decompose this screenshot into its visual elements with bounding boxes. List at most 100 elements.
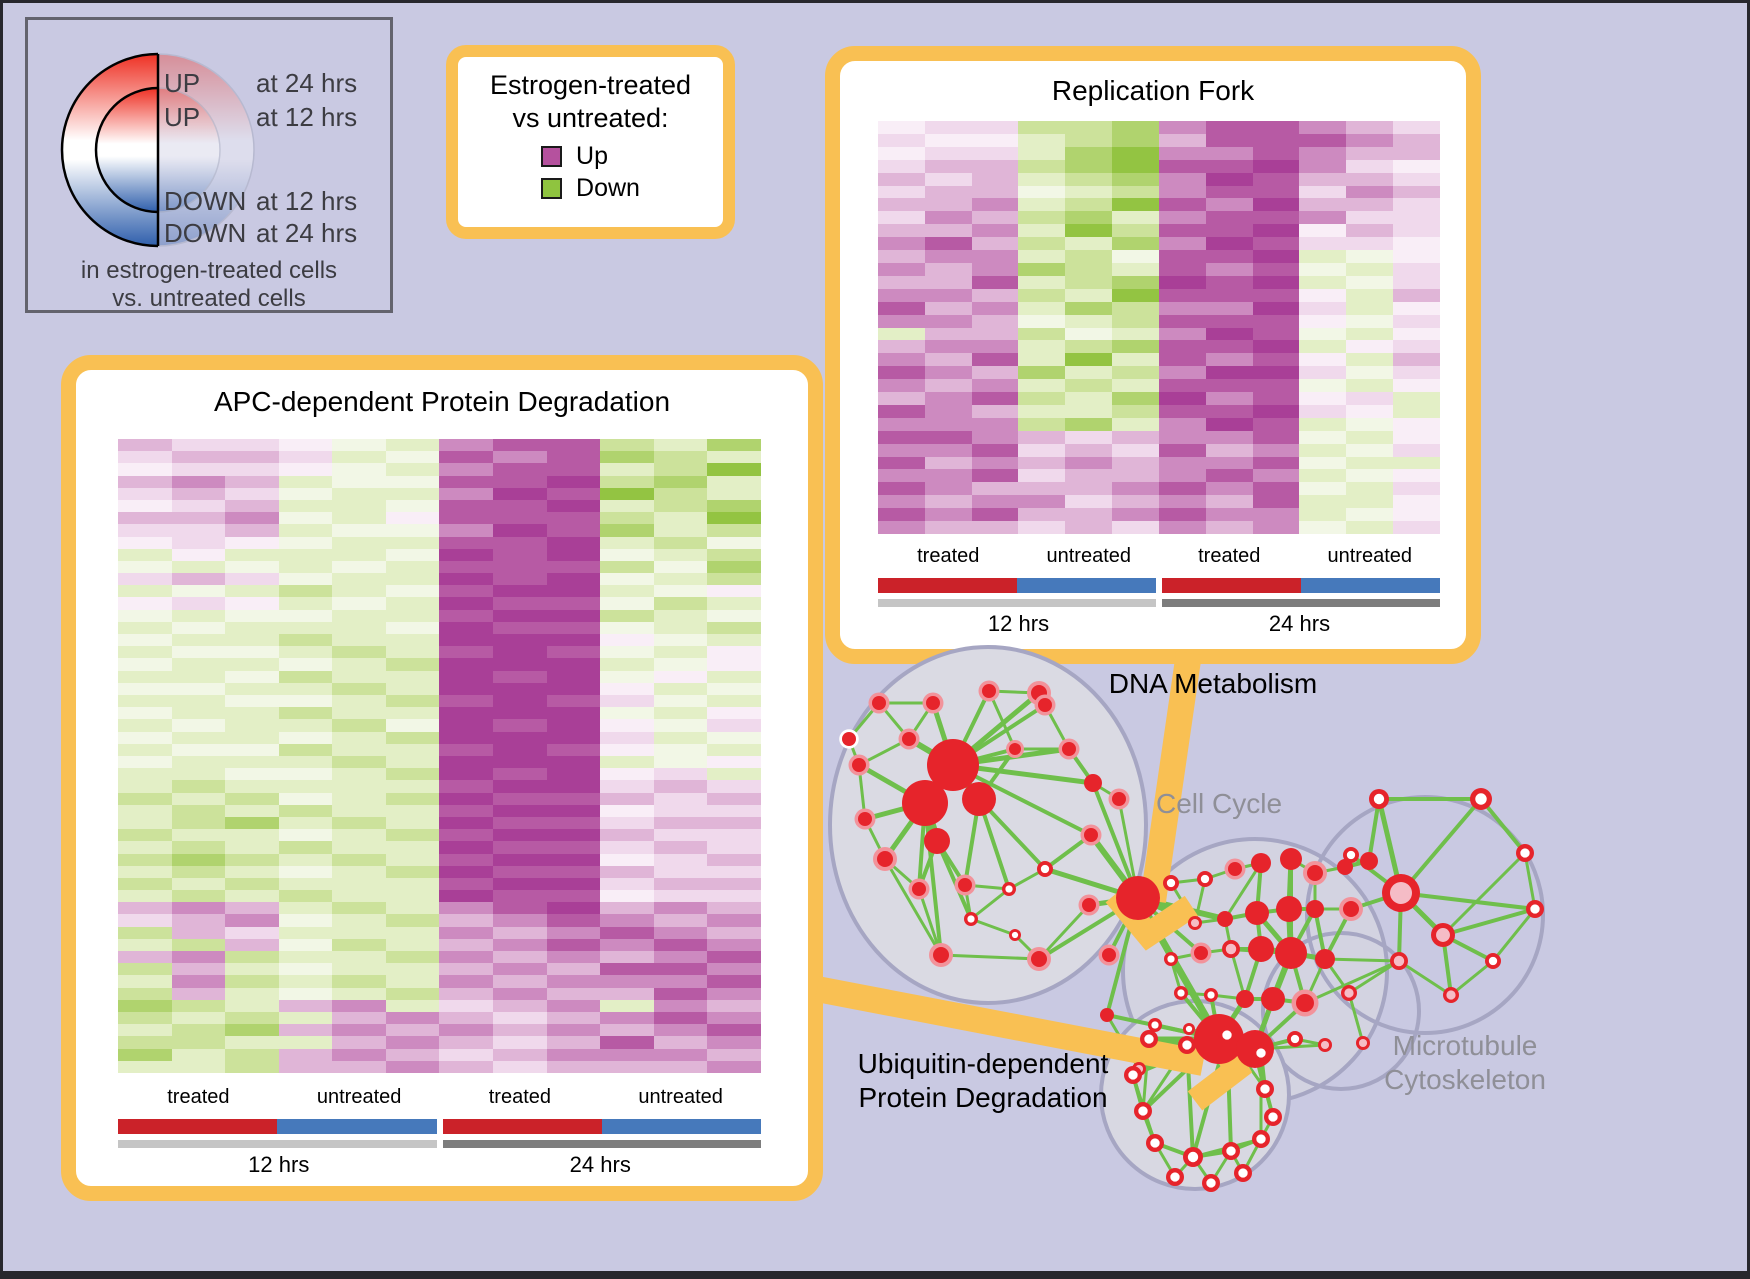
network-node	[1204, 988, 1218, 1002]
heatmap-cell	[1065, 262, 1113, 276]
heatmap-cell	[546, 768, 601, 781]
heatmap-cell	[493, 707, 547, 720]
heatmap-cell	[439, 975, 494, 988]
heatmap-cell	[924, 482, 972, 496]
heatmap-cell	[924, 301, 972, 315]
heatmap-cell	[439, 938, 494, 952]
heatmap-cell	[1065, 392, 1113, 405]
heatmap-cell	[600, 1048, 654, 1061]
network-edge	[1398, 890, 1446, 938]
heatmap-cell	[878, 469, 925, 483]
network-edge	[1037, 691, 1047, 707]
heatmap-cell	[171, 999, 226, 1013]
network-edge	[935, 839, 973, 921]
heatmap-cell	[385, 926, 440, 939]
heatmap-cell	[1158, 495, 1206, 509]
heatmap-cell	[1158, 482, 1206, 496]
heatmap-cell	[385, 719, 440, 732]
heatmap-cell	[278, 963, 333, 976]
heatmap-cell	[493, 512, 547, 525]
network-edge	[963, 797, 981, 887]
heatmap-cell	[707, 609, 761, 622]
heatmap-cell	[600, 829, 654, 842]
heatmap-cell	[225, 816, 279, 830]
condition-bar	[1162, 578, 1301, 593]
heatmap-cell	[707, 634, 761, 647]
heatmap-cell	[118, 975, 172, 988]
heatmap-cell	[707, 695, 761, 708]
heatmap-cell	[332, 987, 386, 1000]
heatmap-cell	[171, 841, 226, 854]
network-edge	[1241, 1137, 1263, 1175]
network-node-center	[1238, 1168, 1248, 1178]
network-edge	[1253, 1037, 1297, 1051]
heatmap-cell	[924, 172, 972, 186]
heatmap-cell	[332, 463, 386, 476]
heatmap-cell	[278, 987, 333, 1000]
heatmap-cell	[171, 926, 226, 939]
network-edge	[1223, 917, 1233, 951]
heatmap-cell	[1252, 224, 1300, 238]
heatmap-cell	[546, 1036, 601, 1049]
heatmap-cell	[878, 275, 925, 289]
heatmap-cell	[1346, 469, 1394, 483]
heatmap-cell	[278, 707, 333, 720]
heatmap-cell	[924, 185, 972, 199]
heatmap-cell	[332, 451, 386, 464]
heatmap-cell	[924, 250, 972, 263]
network-edge	[1135, 895, 1228, 922]
heatmap-cell	[1393, 327, 1440, 341]
network-edge	[857, 763, 867, 821]
network-node	[1256, 1080, 1274, 1098]
heatmap-cell	[707, 719, 761, 732]
heatmap-cell	[600, 902, 654, 915]
heatmap-cell	[439, 1024, 494, 1037]
heatmap-cell	[1158, 340, 1206, 354]
heatmap-cell	[707, 524, 761, 537]
network-edge	[1193, 877, 1207, 925]
heatmap-cell	[493, 792, 547, 805]
heatmap-cell	[1112, 443, 1159, 457]
heatmap-cell	[171, 743, 226, 756]
network-edge	[1088, 832, 1141, 901]
heatmap-cell	[118, 512, 172, 525]
heatmap-cell	[653, 780, 708, 793]
network-edge	[1225, 1033, 1263, 1055]
network-node	[1183, 1023, 1195, 1035]
heatmap-cell	[1065, 288, 1113, 302]
heatmap-cell	[546, 999, 601, 1013]
heatmap-cell	[1393, 146, 1440, 160]
network-node	[1252, 1044, 1270, 1062]
heatmap-cell	[971, 469, 1019, 483]
network-node-halo	[929, 943, 953, 967]
heatmap-cell	[546, 816, 601, 830]
heatmap-cell	[118, 768, 172, 781]
heatmap-cell	[707, 963, 761, 976]
heatmap-cell	[118, 499, 172, 513]
heatmap-cell	[332, 487, 386, 500]
network-edge	[963, 883, 973, 921]
network-node	[1390, 952, 1408, 970]
heatmap-cell	[332, 804, 386, 817]
heatmap-cell	[707, 829, 761, 842]
cluster-label: Cell Cycle	[1156, 788, 1282, 819]
heatmap-cell	[439, 755, 494, 769]
heatmap-cell	[385, 804, 440, 817]
heatmap-cell	[1252, 314, 1300, 328]
heatmap-cell	[1252, 237, 1300, 251]
heatmap-cell	[924, 159, 972, 173]
heatmap-cell	[1205, 211, 1253, 225]
heatmap-cell	[118, 743, 172, 756]
heatmap-cell	[493, 743, 547, 756]
heatmap-cell	[653, 853, 708, 866]
heatmap-cell	[1252, 456, 1300, 470]
legend-item-down: Down	[541, 174, 640, 203]
network-node-center	[1226, 1146, 1236, 1156]
heatmap-cell	[493, 524, 547, 537]
heatmap-cell	[332, 585, 386, 598]
heatmap-cell	[118, 487, 172, 500]
heatmap-cell	[878, 404, 925, 418]
heatmap-cell	[1346, 288, 1394, 302]
heatmap-cell	[1158, 211, 1206, 225]
heatmap-cell	[225, 926, 279, 939]
